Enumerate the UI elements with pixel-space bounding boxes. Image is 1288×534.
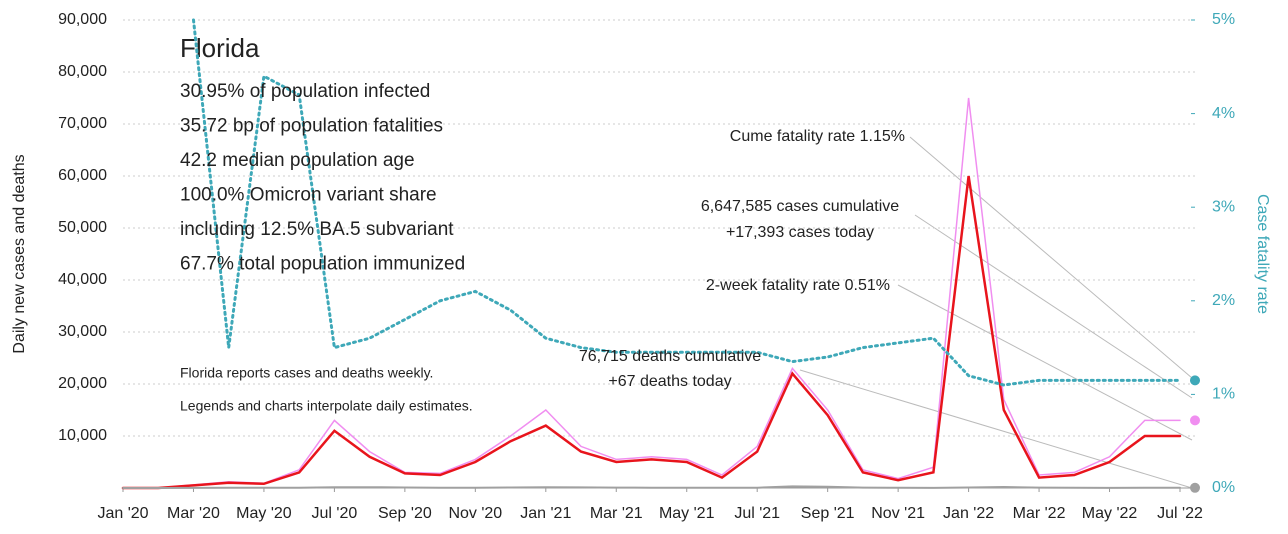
- end-marker: [1190, 375, 1200, 386]
- y2-axis-label: Case fatality rate: [1254, 194, 1271, 314]
- note: Legends and charts interpolate daily est…: [180, 398, 473, 414]
- x-tick-label: Mar '20: [167, 505, 220, 522]
- y-tick-label: 30,000: [58, 323, 107, 340]
- leader-lines: [799, 136, 1193, 489]
- x-tick-label: May '21: [659, 505, 715, 522]
- x-tick-label: Mar '21: [590, 505, 643, 522]
- x-tick-label: Nov '20: [448, 505, 502, 522]
- annotation: 76,715 deaths cumulative: [579, 348, 761, 365]
- y-tick-label: 60,000: [58, 167, 107, 184]
- x-tick-label: May '20: [236, 505, 292, 522]
- x-tick-label: Jan '22: [943, 505, 994, 522]
- y2-tick-label: 3%: [1212, 198, 1235, 215]
- annotation: Cume fatality rate 1.15%: [730, 128, 905, 145]
- info-line: 42.2 median population age: [180, 150, 415, 171]
- y2-tick-label: 5%: [1212, 11, 1235, 28]
- x-tick-label: Jan '20: [97, 505, 148, 522]
- y-tick-label: 50,000: [58, 219, 107, 236]
- x-tick-label: Sep '21: [801, 505, 855, 522]
- y2-tick-label: 2%: [1212, 292, 1235, 309]
- y-tick-label: 80,000: [58, 63, 107, 80]
- x-tick-label: Sep '20: [378, 505, 432, 522]
- y-tick-label: 70,000: [58, 115, 107, 132]
- info-line: 35.72 bp of population fatalities: [180, 116, 443, 137]
- x-tick-label: Nov '21: [871, 505, 925, 522]
- annotation: +67 deaths today: [608, 373, 731, 390]
- x-tick-label: Jul '21: [734, 505, 780, 522]
- series-line: [121, 175, 1182, 490]
- x-tick-label: Mar '22: [1013, 505, 1066, 522]
- y-tick-label: 20,000: [58, 375, 107, 392]
- y2-tick-label: 1%: [1212, 386, 1235, 403]
- series-line: [192, 18, 1182, 387]
- series-line: [122, 97, 1181, 489]
- y-tick-label: 90,000: [58, 11, 107, 28]
- annotation: +17,393 cases today: [726, 224, 874, 241]
- info-line: 30.95% of population infected: [180, 81, 430, 102]
- info-line: 67.7% total population immunized: [180, 254, 465, 275]
- y-axis-label: Daily new cases and deaths: [11, 154, 28, 353]
- annotation: 2-week fatality rate 0.51%: [706, 277, 890, 294]
- info-line: including 12.5% BA.5 subvariant: [180, 219, 454, 240]
- x-tick-label: May '22: [1082, 505, 1138, 522]
- x-tick-label: Jul '20: [312, 505, 358, 522]
- y-tick-label: 10,000: [58, 427, 107, 444]
- end-marker: [1190, 482, 1200, 493]
- x-tick-label: Jan '21: [520, 505, 571, 522]
- x-tick-label: Jul '22: [1157, 505, 1203, 522]
- series-line: [122, 485, 1181, 489]
- y-tick-label: 40,000: [58, 271, 107, 288]
- info-line: 100.0% Omicron variant share: [180, 185, 437, 206]
- y2-tick-label: 0%: [1212, 479, 1235, 496]
- chart-title: Florida: [180, 33, 260, 63]
- end-marker: [1190, 415, 1200, 426]
- y2-tick-label: 4%: [1212, 105, 1235, 122]
- note: Florida reports cases and deaths weekly.: [180, 365, 433, 381]
- annotation: 6,647,585 cases cumulative: [701, 198, 899, 215]
